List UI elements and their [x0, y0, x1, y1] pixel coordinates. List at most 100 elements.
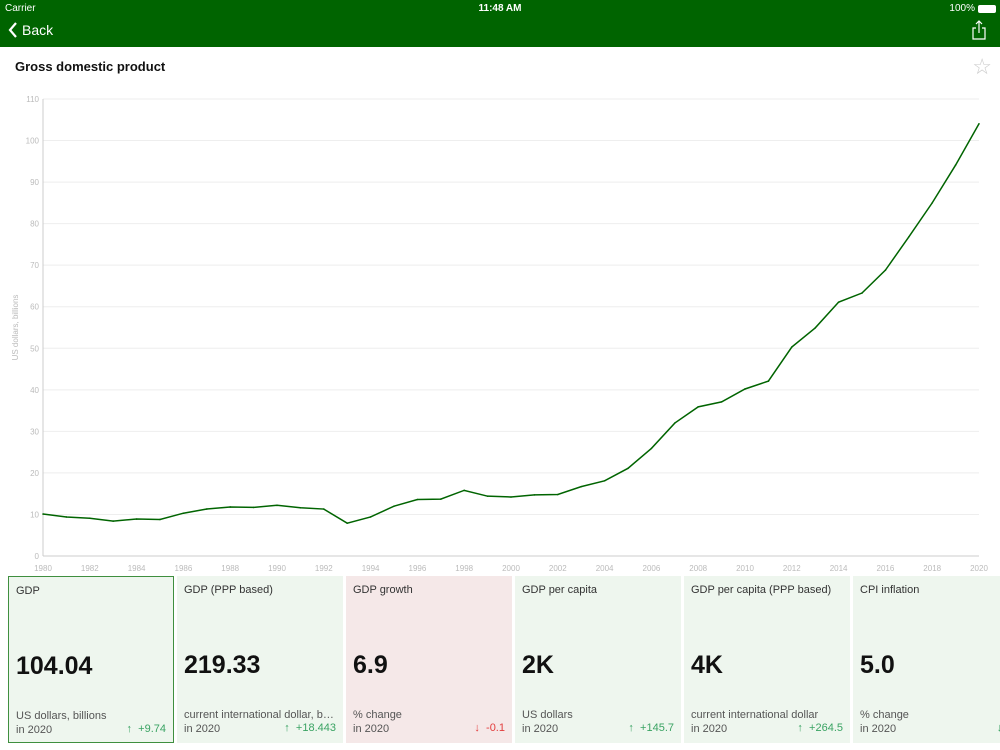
battery-icon	[978, 4, 996, 13]
share-icon[interactable]	[972, 20, 986, 40]
x-tick-label: 1998	[455, 564, 473, 572]
data-point	[159, 518, 161, 521]
x-tick-label: 2018	[923, 564, 941, 572]
change-arrow-icon: ↑	[797, 722, 803, 734]
card-year: in 2020	[522, 723, 559, 735]
change-arrow-icon: ↑	[628, 722, 634, 734]
card-change: ↑ +145.7	[628, 722, 674, 734]
battery-status: 100%	[949, 3, 996, 14]
data-point	[557, 493, 559, 496]
data-point	[346, 522, 349, 524]
card-year: in 2020	[691, 723, 728, 735]
gdp-series-line	[42, 123, 980, 524]
x-tick-label: 2014	[830, 564, 848, 572]
card-value: 2K	[522, 651, 554, 679]
back-button[interactable]: Back	[8, 22, 53, 38]
y-tick-label: 30	[30, 427, 39, 436]
change-arrow-icon: ↓	[474, 722, 480, 734]
indicator-cards: GDP 104.04 US dollars, billions in 2020 …	[8, 576, 1000, 743]
card-title: GDP	[16, 585, 40, 597]
card-title: GDP per capita (PPP based)	[691, 584, 832, 596]
data-point	[908, 236, 910, 238]
data-point	[486, 495, 489, 497]
x-tick-label: 1980	[34, 564, 52, 572]
data-point	[416, 498, 419, 501]
card-title: GDP (PPP based)	[184, 584, 273, 596]
change-arrow-icon: ↑	[126, 723, 133, 735]
x-tick-label: 2010	[736, 564, 754, 572]
data-point	[861, 292, 863, 294]
data-point	[182, 512, 185, 515]
x-tick-label: 1984	[128, 564, 146, 572]
data-point	[463, 489, 466, 492]
card-value: 104.04	[16, 652, 93, 680]
x-tick-label: 1982	[81, 564, 99, 572]
x-tick-label: 2016	[877, 564, 895, 572]
data-point	[89, 517, 91, 519]
y-tick-label: 110	[26, 95, 39, 104]
data-point	[276, 504, 278, 507]
data-point	[931, 202, 933, 204]
card-unit: current international dollar, bili…	[184, 709, 334, 721]
card-year: in 2020	[184, 723, 221, 735]
card-year: in 2020	[860, 723, 897, 735]
y-tick-label: 50	[30, 344, 39, 353]
card-value: 6.9	[353, 651, 388, 679]
x-tick-label: 2008	[689, 564, 707, 572]
data-point	[323, 508, 325, 510]
change-arrow-icon: ↓	[996, 722, 1000, 734]
change-value: +18.443	[295, 722, 336, 734]
data-point	[978, 122, 980, 125]
data-point	[252, 506, 255, 509]
gdp-line-chart: 0 10 20 30 40 50 60 70 80 90 100 110 1980 1982 1984 198…	[11, 95, 988, 572]
indicator-card[interactable]: GDP growth 6.9 % change in 2020 ↓ -0.1	[346, 576, 512, 743]
card-value: 4K	[691, 651, 723, 679]
x-tick-label: 2012	[783, 564, 801, 572]
carrier-label: Carrier	[5, 3, 36, 14]
battery-percent: 100%	[949, 3, 975, 14]
data-point	[510, 496, 512, 498]
y-axis-label: US dollars, billions	[11, 295, 20, 361]
y-tick-label: 70	[30, 261, 39, 270]
change-arrow-icon: ↑	[284, 722, 290, 734]
data-point	[299, 507, 302, 509]
card-unit: % change	[860, 709, 909, 721]
indicator-card[interactable]: GDP per capita (PPP based) 4K current in…	[684, 576, 850, 743]
y-tick-label: 100	[26, 137, 40, 146]
x-tick-label: 1994	[362, 564, 380, 572]
x-tick-label: 1996	[409, 564, 427, 572]
indicator-card[interactable]: GDP per capita 2K US dollars in 2020 ↑ +…	[515, 576, 681, 743]
change-value: +9.74	[138, 723, 166, 735]
back-label: Back	[22, 22, 54, 38]
indicator-card[interactable]: GDP 104.04 US dollars, billions in 2020 …	[8, 576, 174, 743]
data-point	[229, 506, 231, 508]
clock: 11:48 AM	[478, 3, 522, 14]
y-tick-label: 10	[30, 510, 39, 519]
navigation-bar: Carrier 11:48 AM 100% Back	[0, 0, 1000, 47]
page-title: Gross domestic product	[15, 59, 166, 74]
chevron-left-icon	[8, 22, 17, 38]
y-tick-label: 80	[30, 220, 39, 229]
data-point	[720, 401, 723, 403]
card-title: GDP per capita	[522, 584, 598, 596]
data-point	[580, 485, 582, 488]
card-change: ↑ +9.74	[127, 723, 166, 735]
change-value: +264.5	[809, 722, 843, 734]
card-value: 5.0	[860, 651, 895, 679]
data-point	[650, 447, 653, 450]
card-unit: US dollars	[522, 709, 573, 721]
data-point	[884, 269, 887, 271]
data-point	[112, 520, 114, 522]
favorite-star-icon[interactable]: ☆	[972, 54, 992, 79]
card-title: GDP growth	[353, 584, 413, 596]
card-change: ↓ -	[997, 722, 1000, 734]
card-change: ↑ +264.5	[797, 722, 843, 734]
y-tick-label: 0	[35, 552, 40, 561]
indicator-card[interactable]: GDP (PPP based) 219.33 current internati…	[177, 576, 343, 743]
indicator-card[interactable]: CPI inflation 5.0 % change in 2020 ↓ -	[853, 576, 1000, 743]
data-point	[837, 301, 840, 303]
card-year: in 2020	[353, 723, 390, 735]
change-value: +145.7	[640, 722, 674, 734]
data-point	[135, 518, 138, 520]
data-point	[627, 467, 629, 470]
